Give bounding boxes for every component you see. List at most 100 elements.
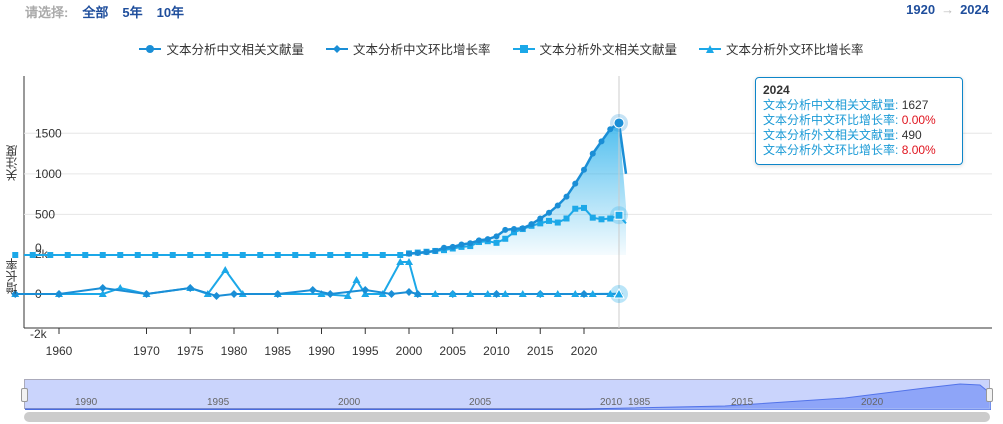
en-rate-point — [588, 290, 597, 297]
navigator-left-handle[interactable] — [21, 388, 28, 402]
x-tick-label: 2000 — [396, 344, 423, 358]
en-count-point — [169, 252, 176, 258]
legend-label: 文本分析外文环比增长率 — [726, 43, 864, 57]
range-navigator[interactable]: 1990 1995 2000 2005 2010 1985 2015 2020 — [21, 379, 993, 410]
cn-rate-point — [492, 290, 501, 298]
en-rate-point — [466, 290, 475, 297]
legend-diamond-icon — [325, 44, 348, 53]
cn-count-point — [432, 247, 439, 254]
en-rate-point — [518, 290, 527, 297]
cn-rate-point — [55, 290, 63, 298]
legend-cn-count[interactable]: 文本分析中文相关文献量 — [139, 39, 304, 58]
y-tick-label: 0 — [35, 241, 42, 255]
x-tick-label: 1970 — [133, 344, 160, 358]
cn-count-point — [572, 180, 579, 187]
en-count-point — [537, 220, 544, 227]
en-count-point — [64, 252, 71, 258]
cn-rate-point — [273, 290, 282, 298]
navigator-right-handle[interactable] — [986, 388, 993, 402]
en-count-point — [397, 252, 404, 258]
legend-triangle-icon — [699, 44, 722, 53]
navigator-label: 2005 — [469, 397, 492, 408]
legend-circle-icon — [139, 44, 162, 53]
tooltip-value: 8.00% — [901, 143, 936, 157]
navigator-selection[interactable] — [25, 380, 989, 408]
cn-rate-point — [186, 284, 195, 292]
cn-rate-point — [405, 288, 413, 296]
data-tooltip: 2024 文本分析中文相关文献量: 1627 文本分析中文环比增长率: 0.00… — [755, 77, 963, 165]
en-rate-point — [536, 290, 545, 297]
tooltip-key: 文本分析外文相关文献量: — [763, 128, 899, 142]
legend-en-rate[interactable]: 文本分析外文环比增长率 — [699, 39, 864, 58]
cn-rate-point — [580, 290, 588, 298]
en-count-point — [511, 229, 517, 236]
range-filter: 请选择: 全部 5年 10年 — [25, 2, 198, 21]
navigator-label: 1995 — [207, 397, 230, 408]
en-count-point — [239, 252, 246, 258]
navigator-label: 2000 — [338, 397, 361, 408]
tooltip-value: 1627 — [901, 98, 929, 112]
en-count-point — [152, 252, 159, 258]
filter-10y[interactable]: 10年 — [156, 5, 185, 20]
en-count-point — [563, 215, 570, 222]
cn-count-point — [511, 226, 517, 233]
navigator-label: 2020 — [861, 397, 884, 408]
en-count-point — [204, 252, 211, 258]
en-rate-point — [431, 290, 440, 297]
navigator-label: 2010 — [600, 397, 623, 408]
en-count-point — [379, 252, 386, 258]
y-tick-label: -2k — [30, 327, 48, 341]
y-tick-label: 500 — [35, 207, 55, 221]
filter-5y[interactable]: 5年 — [122, 5, 143, 20]
cn-count-point — [528, 221, 535, 228]
navigator-label: 1985 — [628, 397, 651, 408]
x-tick-label: 2020 — [571, 344, 598, 358]
en-count-point — [292, 252, 299, 258]
cn-count-point — [414, 249, 421, 256]
cn-count-point — [484, 236, 491, 243]
cn-count-point — [598, 138, 605, 145]
legend-label: 文本分析中文相关文献量 — [166, 43, 304, 57]
x-tick-label: 1995 — [352, 344, 379, 358]
cn-count-point — [554, 202, 561, 209]
tooltip-row: 文本分析中文相关文献量: 1627 — [763, 98, 955, 113]
en-count-point — [572, 205, 579, 212]
en-count-point — [546, 217, 552, 224]
horizontal-scrollbar[interactable] — [24, 412, 990, 422]
cn-count-point — [519, 225, 526, 232]
tooltip-year: 2024 — [763, 83, 790, 97]
cn-rate-point — [308, 286, 317, 294]
en-count-point — [598, 216, 605, 223]
chart-legend: 文本分析中文相关文献量 文本分析中文环比增长率 文本分析外文相关文献量 文本分析… — [0, 39, 1003, 58]
range-start[interactable]: 1920 — [906, 2, 936, 17]
en-count-point — [607, 215, 614, 222]
cn-count-point — [423, 249, 430, 256]
y-tick-label: 1500 — [35, 126, 62, 140]
hover-point-en-rate — [613, 287, 625, 299]
legend-cn-rate[interactable]: 文本分析中文环比增长率 — [325, 39, 491, 58]
x-tick-label: 1960 — [46, 344, 73, 358]
x-tick-label: 1975 — [177, 344, 204, 358]
filter-all[interactable]: 全部 — [82, 5, 109, 20]
filter-label: 请选择: — [25, 5, 69, 20]
cn-count-point — [537, 215, 544, 222]
x-tick-label: 1980 — [221, 344, 248, 358]
tooltip-row: 文本分析中文环比增长率: 0.00% — [763, 113, 955, 128]
range-end[interactable]: 2024 — [960, 2, 989, 17]
legend-square-icon — [512, 44, 535, 53]
en-count-point — [117, 252, 124, 258]
tooltip-key: 文本分析外文环比增长率: — [763, 143, 899, 157]
legend-en-count[interactable]: 文本分析外文相关文献量 — [512, 39, 677, 58]
tooltip-key: 文本分析中文相关文献量: — [763, 98, 899, 112]
en-count-point — [29, 252, 36, 258]
en-rate-point — [405, 258, 413, 265]
area-fill — [409, 123, 626, 255]
cn-count-point — [589, 150, 596, 157]
tooltip-row: 文本分析外文环比增长率: 8.00% — [763, 143, 955, 158]
cn-count-point — [563, 193, 570, 200]
en-count-point — [222, 252, 229, 258]
year-range: 1920 → 2024 — [906, 2, 989, 17]
en-count-point — [82, 252, 89, 258]
y-axis-title-top: 关注度 — [5, 145, 19, 181]
